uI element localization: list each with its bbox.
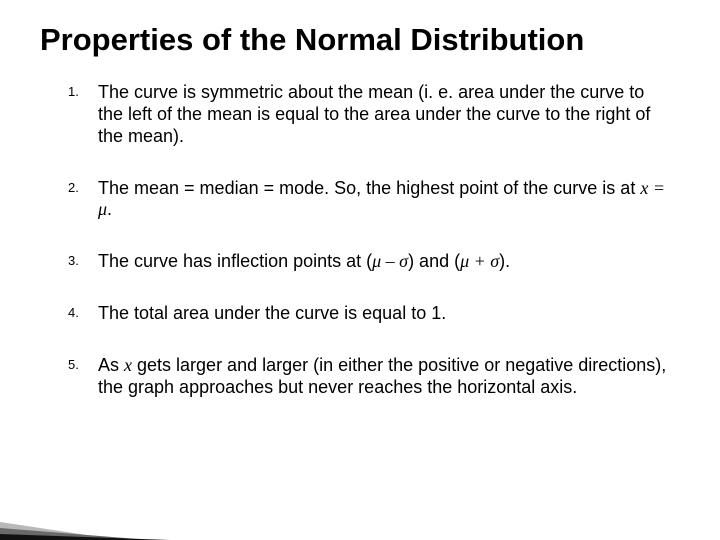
list-item: The curve is symmetric about the mean (i… [68, 82, 672, 148]
properties-list: The curve is symmetric about the mean (i… [40, 82, 680, 400]
list-item: The mean = median = mode. So, the highes… [68, 178, 672, 222]
item-text: ) and ( [408, 251, 460, 271]
item-text: The curve has inflection points at ( [98, 251, 372, 271]
page-title: Properties of the Normal Distribution [40, 22, 680, 58]
item-text: The total area under the curve is equal … [98, 303, 446, 323]
math-inline: x [124, 355, 132, 375]
item-text: As [98, 355, 124, 375]
item-text: gets larger and larger (in either the po… [98, 355, 666, 397]
list-item: The total area under the curve is equal … [68, 303, 672, 325]
item-text: . [107, 199, 112, 219]
math-inline: μ – σ [372, 251, 408, 271]
item-text: The curve is symmetric about the mean (i… [98, 82, 650, 146]
math-inline: μ + σ [460, 251, 499, 271]
list-item: The curve has inflection points at (μ – … [68, 251, 672, 273]
item-text: The mean = median = mode. So, the highes… [98, 178, 640, 198]
corner-decoration-icon [0, 500, 180, 540]
slide: Properties of the Normal Distribution Th… [0, 0, 720, 540]
list-item: As x gets larger and larger (in either t… [68, 355, 672, 399]
item-text: ). [499, 251, 510, 271]
